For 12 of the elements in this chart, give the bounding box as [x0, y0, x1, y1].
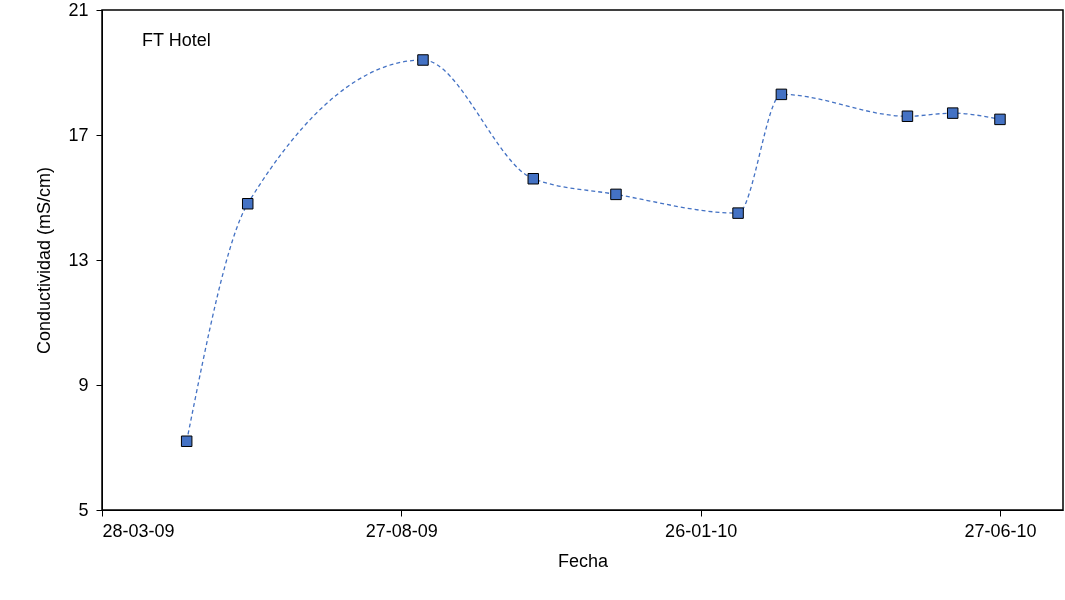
- y-tick-label: 21: [68, 0, 89, 20]
- x-tick-label: 27-06-10: [964, 520, 1037, 541]
- x-tick-label: 28-03-09: [102, 520, 175, 541]
- y-tick-label: 9: [78, 374, 89, 395]
- y-tick-label: 5: [78, 499, 89, 520]
- annotation: FT Hotel: [142, 30, 211, 50]
- x-tick-label: 27-08-09: [365, 520, 438, 541]
- y-tick-label: 13: [68, 249, 89, 270]
- y-tick-label: 17: [68, 124, 89, 145]
- x-tick-label: 26-01-10: [665, 520, 738, 541]
- y-axis-title: Conductividad (mS/cm): [34, 166, 55, 355]
- x-axis-title: Fecha: [557, 550, 609, 571]
